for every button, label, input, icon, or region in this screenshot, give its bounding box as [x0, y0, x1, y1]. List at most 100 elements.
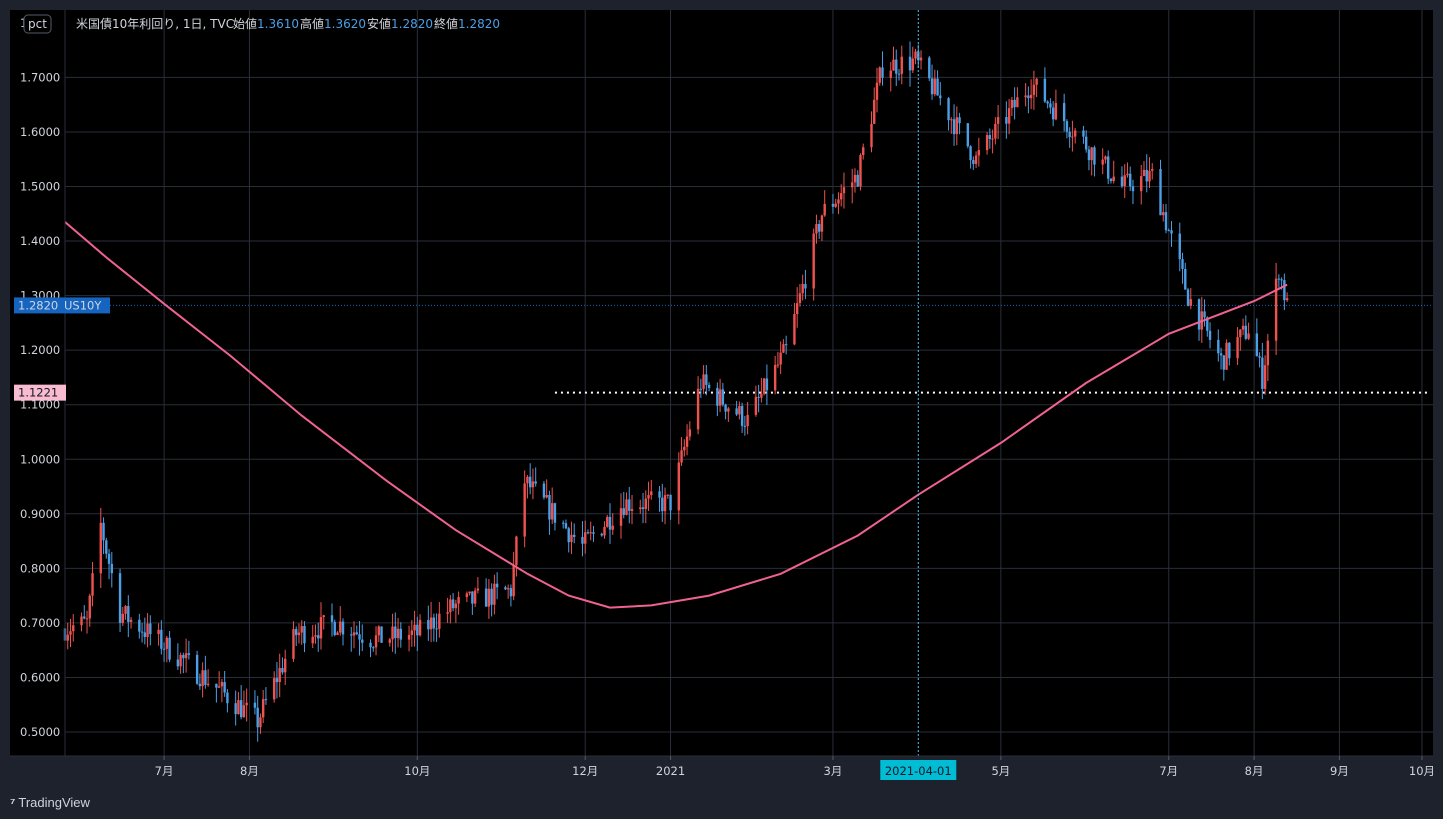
candle-body: [239, 700, 243, 718]
candle-body: [1129, 173, 1132, 187]
candle: [570, 521, 573, 555]
candle-body: [1217, 339, 1220, 354]
x-tick-label: 7月: [1159, 764, 1178, 778]
y-tick-label: 1.0000: [20, 452, 60, 466]
candle: [914, 48, 917, 65]
candle: [449, 595, 452, 624]
candle: [165, 635, 169, 663]
candle-body: [988, 135, 992, 139]
candle: [317, 622, 320, 652]
candle-body: [1255, 333, 1259, 357]
candle-body: [484, 588, 488, 607]
candle-body: [1261, 357, 1264, 389]
candle-body: [1280, 279, 1283, 281]
candle: [278, 653, 281, 698]
candle: [1258, 352, 1261, 368]
candle-body: [947, 98, 950, 121]
candle: [432, 613, 436, 642]
candle-body: [88, 595, 91, 619]
candle: [1101, 148, 1104, 175]
candle-body: [468, 591, 471, 594]
candle: [969, 145, 972, 169]
candle: [322, 614, 325, 630]
candle: [149, 615, 152, 646]
candle-body: [1159, 169, 1162, 216]
candle-body: [1266, 340, 1270, 366]
tradingview-logo-icon[interactable]: ⁷: [10, 794, 15, 810]
candle: [523, 470, 526, 548]
candle: [336, 631, 339, 636]
candle: [66, 622, 69, 650]
x-tick-label: 5月: [991, 764, 1010, 778]
x-tick-label: 8月: [1245, 764, 1264, 778]
candle: [859, 153, 862, 191]
candle-body: [140, 631, 144, 633]
candle-body: [856, 174, 859, 187]
candle: [311, 624, 314, 649]
candle: [562, 520, 565, 529]
candle: [581, 521, 584, 557]
candle-body: [1148, 170, 1151, 182]
candle: [1131, 179, 1135, 205]
candle-body: [991, 138, 994, 140]
candle: [534, 467, 537, 487]
candle: [1007, 98, 1011, 135]
candle-body: [548, 494, 551, 520]
candle: [1005, 101, 1008, 139]
candle: [446, 597, 449, 623]
candle: [526, 474, 529, 499]
plot-area[interactable]: [10, 10, 1433, 756]
candle-body: [1219, 353, 1223, 356]
candle: [1203, 299, 1206, 327]
unit-badge[interactable]: [23, 14, 52, 34]
candle-body: [939, 95, 942, 99]
level-price-tag: [14, 384, 66, 401]
open-label: 始値: [233, 16, 257, 31]
candle-body: [1178, 233, 1181, 260]
candle-body: [878, 67, 881, 83]
brand-label[interactable]: TradingView: [18, 794, 90, 810]
candle-body: [1016, 97, 1019, 108]
candle: [801, 274, 804, 301]
y-tick-label: 1.7000: [20, 70, 60, 84]
candle-body: [1151, 169, 1154, 171]
candle-body: [322, 615, 325, 618]
candle: [630, 495, 634, 525]
candle: [361, 624, 364, 652]
candle-body: [600, 533, 603, 536]
candle: [124, 605, 127, 620]
candle-body: [1206, 317, 1209, 331]
candle: [303, 621, 306, 653]
y-axis[interactable]: 0.5000 0.6000 0.7000 0.8000 0.9000 1.0000 1.10…: [14, 10, 110, 756]
open-value: 1.3610: [257, 17, 299, 31]
x-axis[interactable]: 7月 8月 10月 12月 2021 3月 5月 7月 8月 9月 10月: [10, 755, 1435, 778]
candle: [451, 592, 455, 612]
candle-body: [586, 532, 590, 534]
candle: [1140, 164, 1143, 205]
candle: [476, 577, 480, 594]
candle-body: [562, 522, 565, 524]
candle-body: [782, 344, 785, 353]
candle: [1043, 67, 1047, 104]
candle: [939, 82, 942, 106]
y-tick-label: 1.1000: [20, 398, 60, 412]
candle: [1170, 221, 1173, 247]
candle: [1151, 163, 1154, 180]
candle: [564, 519, 568, 530]
candle-body: [754, 396, 758, 415]
candle: [399, 622, 403, 648]
candle: [875, 67, 879, 113]
candle-body: [564, 523, 568, 529]
candle-body: [685, 436, 689, 447]
candle: [341, 618, 345, 646]
candle: [900, 45, 903, 85]
candle: [936, 70, 939, 96]
candle-body: [1186, 289, 1190, 306]
candle-body: [336, 632, 339, 635]
candle-body: [663, 495, 667, 512]
candle: [1277, 274, 1281, 288]
candle: [506, 584, 510, 599]
candle: [418, 614, 422, 637]
candle: [573, 523, 576, 544]
